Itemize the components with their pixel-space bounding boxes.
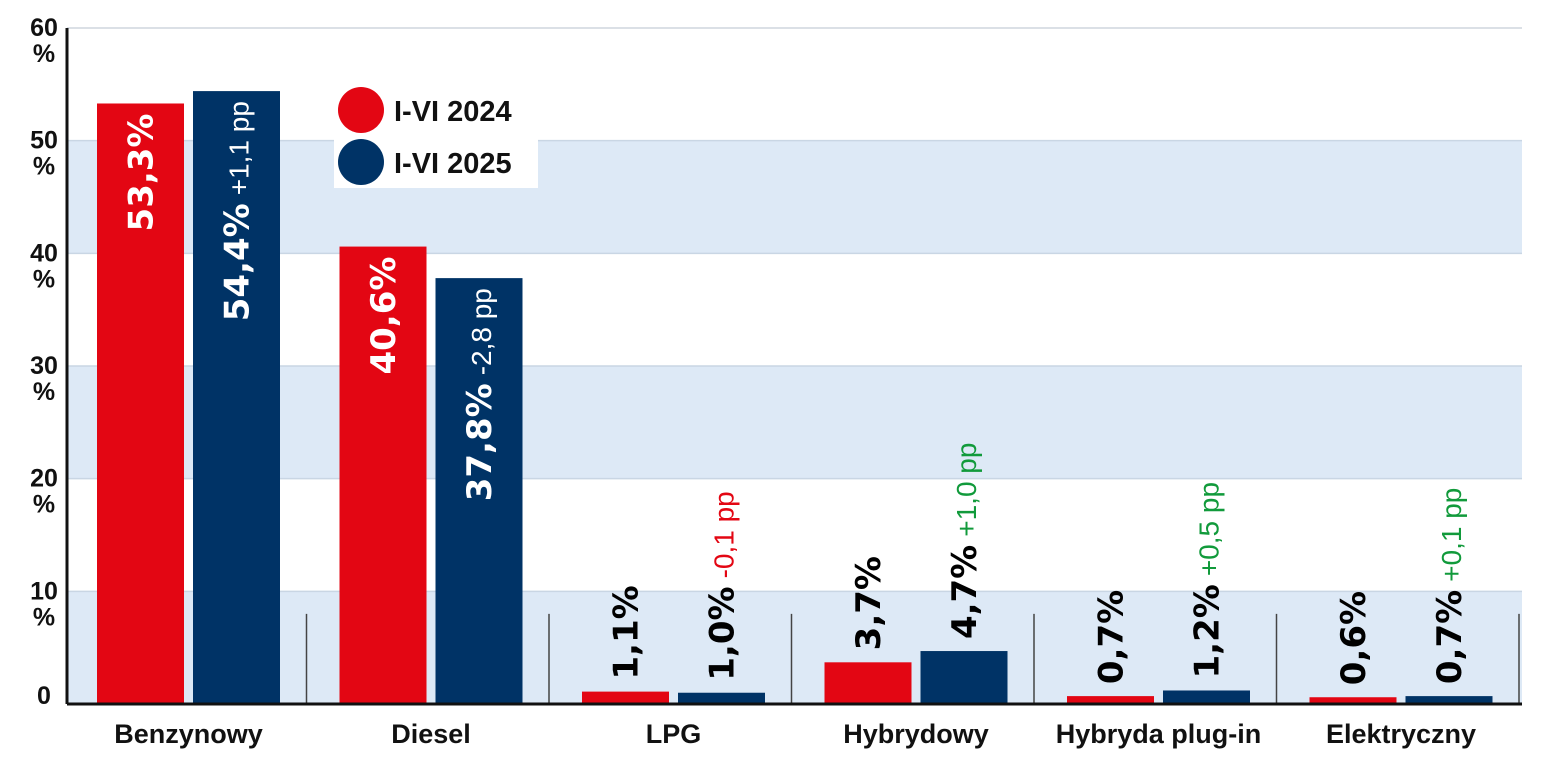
x-tick-label: LPG [646,719,702,749]
gridlines [67,139,1522,593]
x-tick-label: Diesel [391,719,471,749]
bar-i-vi-2025-1 [435,278,523,704]
background-band [67,591,1522,704]
change-label: -0,1 pp [709,491,740,578]
data-label-value: 0,7% [1092,590,1132,684]
y-tick-number: 40 [30,239,58,267]
data-label-value: 4,7% [945,545,985,639]
background-bands [67,140,1522,704]
x-tick-label: Benzynowy [114,719,263,749]
value-labels: 53,3% 54,4% +1,1 pp 40,6% 37,8% -2,8 pp 1,1% 1,… [122,101,1471,685]
y-tick-label: 20% [30,465,58,519]
data-label: 1,2% +0,5 pp [1188,482,1228,679]
y-tick-label: 30% [30,352,58,406]
bar-i-vi-2025-0 [193,91,280,705]
change-label: +0,5 pp [1194,482,1225,576]
legend-swatch [338,87,384,133]
bar-i-vi-2024-2 [582,691,669,704]
x-tick-label: Elektryczny [1326,719,1476,749]
data-label: 0,7% [1092,590,1132,684]
x-tick-label: Hybrydowy [843,719,989,749]
bar-i-vi-2025-2 [678,692,765,704]
data-label: 3,7% [849,556,889,650]
axes [65,27,1522,706]
data-label: 4,7% +1,0 pp [945,443,985,640]
bar-i-vi-2025-5 [1405,696,1493,704]
data-label: 0,7% +0,1 pp [1430,488,1470,685]
y-tick-unit: % [33,265,55,293]
data-label: 40,6% [364,257,404,375]
y-tick-label: 0 [37,682,51,710]
data-label-value: 54,4% [218,203,258,321]
bar-i-vi-2024-4 [1067,696,1154,704]
data-label-value: 3,7% [849,556,889,650]
data-label: 0,6% [1334,591,1374,685]
data-label: 53,3% [122,113,162,231]
y-tick-unit: % [33,40,55,68]
bar-i-vi-2025-4 [1163,690,1250,704]
y-tick-number: 30 [30,352,58,380]
background-band [67,140,1522,254]
y-tick-unit: % [33,491,55,519]
y-tick-number: 0 [37,682,51,710]
change-label: +0,1 pp [1436,488,1467,582]
y-tick-number: 50 [30,127,58,155]
y-tick-number: 20 [30,465,58,493]
y-tick-label: 10% [30,577,58,631]
y-tick-unit: % [33,603,55,631]
bar-i-vi-2024-3 [824,662,912,704]
x-category-labels: Benzynowy Diesel LPG Hybrydowy Hybryda plug-… [114,719,1476,749]
change-label: +1,1 pp [224,101,255,195]
category-separators [305,613,1520,704]
data-label-value: 40,6% [364,257,404,375]
data-label: 1,0% -0,1 pp [703,491,743,680]
data-label: 54,4% +1,1 pp [218,101,258,321]
data-label-value: 37,8% [460,383,500,501]
data-label-value: 1,2% [1188,584,1228,678]
y-tick-number: 10 [30,577,58,605]
y-tick-label: 50% [30,127,58,181]
y-tick-unit: % [33,378,55,406]
y-tick-label: 40% [30,239,58,293]
data-label-value: 0,7% [1430,590,1470,684]
data-label-value: 1,1% [607,585,647,679]
change-label: +1,0 pp [951,443,982,537]
bar-i-vi-2024-0 [97,103,184,704]
legend-swatch [338,139,384,185]
y-tick-label: 60% [30,14,58,68]
change-label: -2,8 pp [466,288,497,375]
bar-i-vi-2024-1 [339,246,427,704]
data-label: 1,1% [607,585,647,679]
background-band [67,366,1522,479]
bar-i-vi-2024-5 [1309,697,1397,704]
legend-label: I-VI 2025 [394,148,512,180]
legend-label: I-VI 2024 [394,96,512,128]
bars [97,91,1493,705]
legend: I-VI 2024 I-VI 2025 [334,84,538,188]
bar-i-vi-2025-3 [920,651,1008,704]
data-label-value: 53,3% [122,113,162,231]
data-label: 37,8% -2,8 pp [460,288,500,501]
data-label-value: 1,0% [703,586,743,680]
y-tick-labels: 60 %50 %40 %30 %20 %10 %0 [30,14,58,710]
x-tick-label: Hybryda plug-in [1056,719,1262,749]
data-label-value: 0,6% [1334,591,1374,685]
y-tick-unit: % [33,153,55,181]
y-tick-number: 60 [30,14,58,42]
